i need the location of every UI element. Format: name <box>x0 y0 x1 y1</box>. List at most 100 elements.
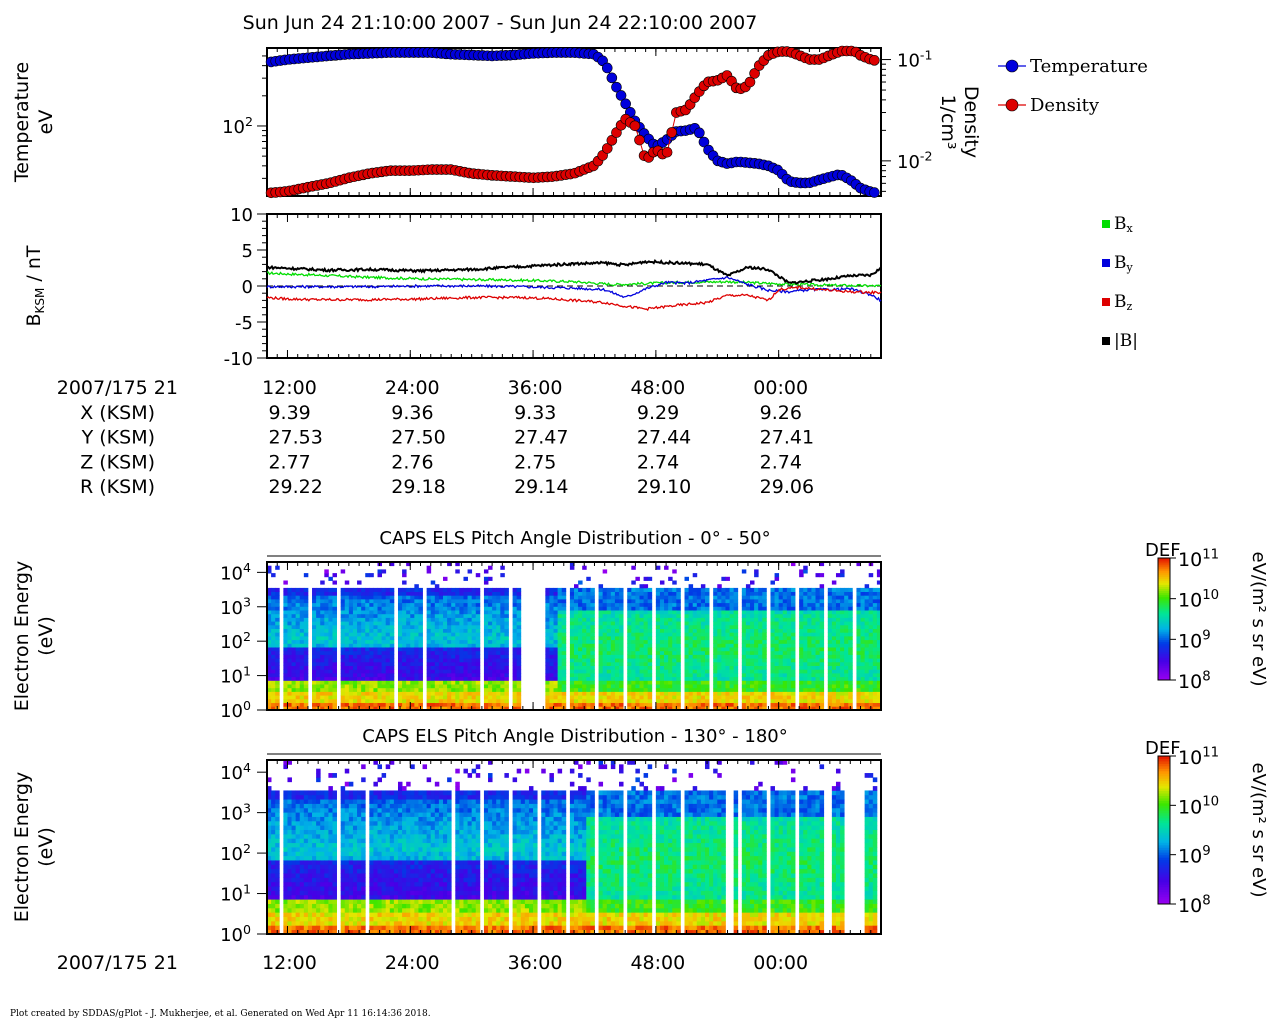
spectrogram-cell <box>869 684 873 688</box>
spectrogram-cell <box>558 699 562 703</box>
spectrogram-cell <box>701 618 705 622</box>
spectrogram-cell <box>513 688 517 692</box>
spectrogram-cell <box>406 655 410 659</box>
spectrogram-cell <box>406 673 410 677</box>
spectrogram-cell <box>762 680 766 684</box>
spectrogram-cell <box>816 640 820 644</box>
spectrogram-cell <box>304 651 308 655</box>
spectrogram-cell <box>271 677 275 681</box>
spectrogram-cell <box>296 695 300 699</box>
spectrogram-cell <box>689 592 693 596</box>
spectrogram-cell <box>799 643 803 647</box>
spectrogram-cell <box>676 629 680 633</box>
spectrogram-cell <box>414 680 418 684</box>
data-point-temperature <box>602 63 612 73</box>
ephemeris-value: 9.26 <box>760 402 802 424</box>
spectrogram-cell <box>390 651 394 655</box>
spectrogram-cell <box>639 692 643 696</box>
spectrogram-cell <box>742 669 746 673</box>
spectrogram-cell <box>701 599 705 603</box>
spectrogram-cell <box>500 603 504 607</box>
spectrogram-cell <box>603 636 607 640</box>
spectrogram-cell <box>292 688 296 692</box>
spectrogram-cell <box>492 651 496 655</box>
spectrogram-cell <box>660 677 664 681</box>
spectrogram-cell <box>762 625 766 629</box>
ephemeris-row-label: Y (KSM) <box>81 427 155 449</box>
spectrogram-cell <box>410 647 414 651</box>
spectrogram-cell <box>660 669 664 673</box>
spectrogram-cell <box>816 684 820 688</box>
spectrogram-cell <box>410 599 414 603</box>
spectrogram-cell <box>803 669 807 673</box>
spectrogram-cell <box>320 658 324 662</box>
spectrogram-cell <box>603 599 607 603</box>
spectrogram-cell <box>402 662 406 666</box>
spectrogram-cell <box>455 692 459 696</box>
spectrogram-cell <box>848 680 852 684</box>
spectrogram-cell <box>472 636 476 640</box>
spectrogram-cell <box>734 699 738 703</box>
spectrogram-cell <box>504 651 508 655</box>
spectrogram-cell <box>656 655 660 659</box>
spectrogram-cell <box>382 610 386 614</box>
spectrogram-cell <box>345 636 349 640</box>
spectrogram-cell <box>644 647 648 651</box>
spectrogram-cell <box>590 610 594 614</box>
spectrogram-cell <box>599 603 603 607</box>
spectrogram-cell <box>713 647 717 651</box>
spectrogram-cell <box>468 588 472 592</box>
spectrogram-cell <box>779 651 783 655</box>
spectrogram-cell <box>398 669 402 673</box>
spectrogram-cell <box>672 603 676 607</box>
spectrogram-cell <box>332 647 336 651</box>
spectrogram-cell <box>545 655 549 659</box>
spectrogram-cell <box>447 692 451 696</box>
spectrogram-cell <box>468 684 472 688</box>
spectrogram-cell <box>492 606 496 610</box>
spectrogram-cell <box>382 692 386 696</box>
spectrogram-cell <box>619 655 623 659</box>
spectrogram-cell <box>619 636 623 640</box>
spectrogram-cell <box>615 592 619 596</box>
spectrogram-cell <box>582 618 586 622</box>
spectrogram-cell <box>496 629 500 633</box>
spectrogram-cell <box>599 677 603 681</box>
spectrogram-cell <box>762 692 766 696</box>
spectrogram-cell <box>676 592 680 596</box>
spectrogram-cell <box>549 695 553 699</box>
spectrogram-cell <box>693 669 697 673</box>
spectrogram-cell <box>803 618 807 622</box>
spectrogram-cell <box>660 588 664 592</box>
spectrogram-cell <box>292 618 296 622</box>
spectrogram-cell <box>648 629 652 633</box>
spectrogram-cell <box>296 618 300 622</box>
spectrogram-cell <box>582 673 586 677</box>
spectrogram-cell <box>816 588 820 592</box>
spectrogram-cell <box>349 692 353 696</box>
spectrogram-cell <box>836 632 840 636</box>
spectrogram-cell <box>574 658 578 662</box>
spectrogram-cell <box>361 703 365 707</box>
spectrogram-cell <box>586 699 590 703</box>
spectrogram-cell <box>402 699 406 703</box>
spectrogram-cell <box>373 695 377 699</box>
spectrogram-cell <box>631 636 635 640</box>
spectrogram-cell <box>611 606 615 610</box>
spectrogram-cell <box>316 618 320 622</box>
spectrogram-cell <box>292 655 296 659</box>
spectrogram-cell <box>750 632 754 636</box>
spectrogram-cell <box>611 655 615 659</box>
spectrogram-cell <box>742 625 746 629</box>
spectrogram-cell <box>672 658 676 662</box>
spectrogram-cell <box>447 595 451 599</box>
spectrogram-cell <box>316 658 320 662</box>
spectrogram-cell <box>513 592 517 596</box>
spectrogram-cell <box>635 699 639 703</box>
spectrogram-cell <box>783 618 787 622</box>
spectrogram-cell <box>545 595 549 599</box>
spectrogram-cell <box>869 629 873 633</box>
spectrogram-cell <box>300 703 304 707</box>
spectrogram-cell <box>353 599 357 603</box>
spectrogram-cell <box>869 692 873 696</box>
